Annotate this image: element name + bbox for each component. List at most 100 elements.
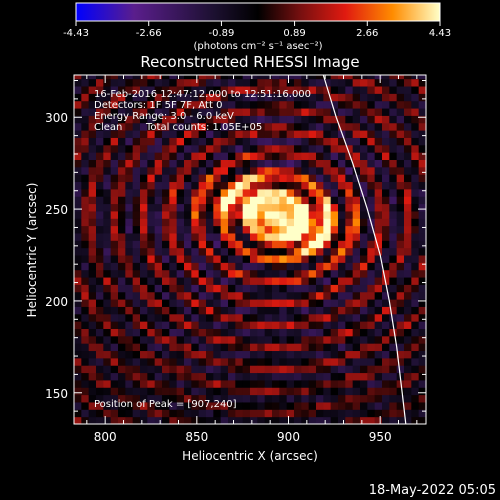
- heatmap-cell: [162, 174, 170, 183]
- heatmap-cell: [374, 335, 383, 344]
- heatmap-cell: [264, 122, 273, 131]
- heatmap-cell: [382, 86, 390, 94]
- heatmap-cell: [154, 247, 163, 256]
- heatmap-cell: [132, 277, 141, 285]
- heatmap-cell: [396, 328, 405, 337]
- heatmap-cell: [345, 335, 354, 344]
- heatmap-cell: [250, 269, 258, 278]
- heatmap-cell: [345, 144, 354, 153]
- heatmap-cell: [250, 306, 258, 315]
- heatmap-cell: [191, 232, 200, 241]
- heatmap-cell: [316, 144, 324, 153]
- heatmap-cell: [418, 232, 426, 241]
- heatmap-cell: [118, 203, 126, 212]
- heatmap-cell: [272, 365, 280, 374]
- heatmap-cell: [184, 196, 192, 205]
- heatmap-cell: [132, 108, 141, 116]
- heatmap-cell: [228, 159, 236, 168]
- heatmap-cell: [235, 335, 244, 344]
- heatmap-cell: [110, 328, 119, 337]
- heatmap-cell: [140, 269, 148, 278]
- heatmap-cell: [323, 335, 332, 344]
- heatmap-cell: [294, 75, 302, 80]
- heatmap-cell: [88, 416, 97, 424]
- heatmap-cell: [264, 144, 273, 153]
- heatmap-cell: [316, 240, 324, 249]
- heatmap-cell: [352, 328, 361, 337]
- heatmap-cell: [140, 115, 148, 124]
- heatmap-cell: [88, 357, 97, 366]
- heatmap-cell: [206, 218, 214, 227]
- heatmap-cell: [404, 122, 412, 131]
- heatmap-cell: [404, 269, 412, 278]
- heatmap-cell: [294, 394, 302, 403]
- heatmap-cell: [257, 335, 266, 344]
- heatmap-cell: [198, 306, 207, 315]
- heatmap-cell: [396, 350, 405, 359]
- heatmap-cell: [294, 262, 302, 271]
- heatmap-cell: [220, 262, 229, 271]
- heatmap-cell: [250, 218, 258, 227]
- heatmap-cell: [279, 108, 288, 116]
- heatmap-cell: [176, 313, 185, 322]
- heatmap-cell: [264, 75, 273, 80]
- heatmap-cell: [147, 247, 156, 256]
- heatmap-cell: [316, 306, 324, 315]
- annotation-time: 16-Feb-2016 12:47:12.000 to 12:51:16.000: [94, 89, 311, 100]
- heatmap-cell: [374, 401, 383, 410]
- heatmap-cell: [140, 321, 148, 329]
- heatmap-cell: [81, 269, 90, 278]
- heatmap-cell: [374, 313, 383, 322]
- heatmap-cell: [213, 93, 222, 102]
- heatmap-cell: [294, 321, 302, 329]
- heatmap-cell: [235, 394, 244, 403]
- heatmap-cell: [367, 188, 376, 197]
- heatmap-cell: [213, 210, 222, 219]
- heatmap-cell: [198, 387, 207, 396]
- heatmap-cell: [242, 343, 251, 352]
- heatmap-cell: [330, 122, 339, 131]
- heatmap-cell: [345, 181, 354, 190]
- heatmap-cell: [404, 232, 412, 241]
- heatmap-cell: [176, 269, 185, 278]
- heatmap-cell: [88, 387, 97, 396]
- heatmap-cell: [382, 409, 390, 418]
- heatmap-cell: [352, 335, 361, 344]
- heatmap-cell: [257, 196, 266, 205]
- annotation-energy: Energy Range: 3.0 - 6.0 keV: [94, 111, 234, 122]
- heatmap-cell: [330, 115, 339, 124]
- heatmap-cell: [308, 321, 317, 329]
- heatmap-cell: [228, 394, 236, 403]
- heatmap-cell: [338, 86, 346, 94]
- heatmap-cell: [374, 269, 383, 278]
- heatmap-cell: [242, 232, 251, 241]
- heatmap-cell: [316, 78, 324, 87]
- heatmap-cell: [301, 277, 310, 285]
- heatmap-cell: [132, 130, 141, 138]
- heatmap-cell: [132, 335, 141, 344]
- heatmap-cell: [103, 350, 112, 359]
- heatmap-cell: [294, 255, 302, 263]
- heatmap-cell: [257, 357, 266, 366]
- heatmap-cell: [316, 75, 324, 80]
- heatmap-cell: [213, 181, 222, 190]
- heatmap-cell: [352, 269, 361, 278]
- heatmap-cell: [396, 188, 405, 197]
- heatmap-cell: [257, 232, 266, 241]
- heatmap-cell: [382, 416, 390, 424]
- heatmap-cell: [264, 86, 273, 94]
- heatmap-cell: [308, 379, 317, 388]
- heatmap-cell: [184, 306, 192, 315]
- heatmap-cell: [140, 247, 148, 256]
- heatmap-cell: [316, 372, 324, 381]
- heatmap-cell: [360, 152, 368, 160]
- heatmap-cell: [264, 108, 273, 116]
- heatmap-cell: [279, 277, 288, 285]
- heatmap-cell: [418, 152, 426, 160]
- heatmap-cell: [367, 357, 376, 366]
- heatmap-cell: [110, 181, 119, 190]
- heatmap-cell: [352, 350, 361, 359]
- heatmap-cell: [352, 93, 361, 102]
- heatmap-cell: [352, 115, 361, 124]
- heatmap-cell: [264, 394, 273, 403]
